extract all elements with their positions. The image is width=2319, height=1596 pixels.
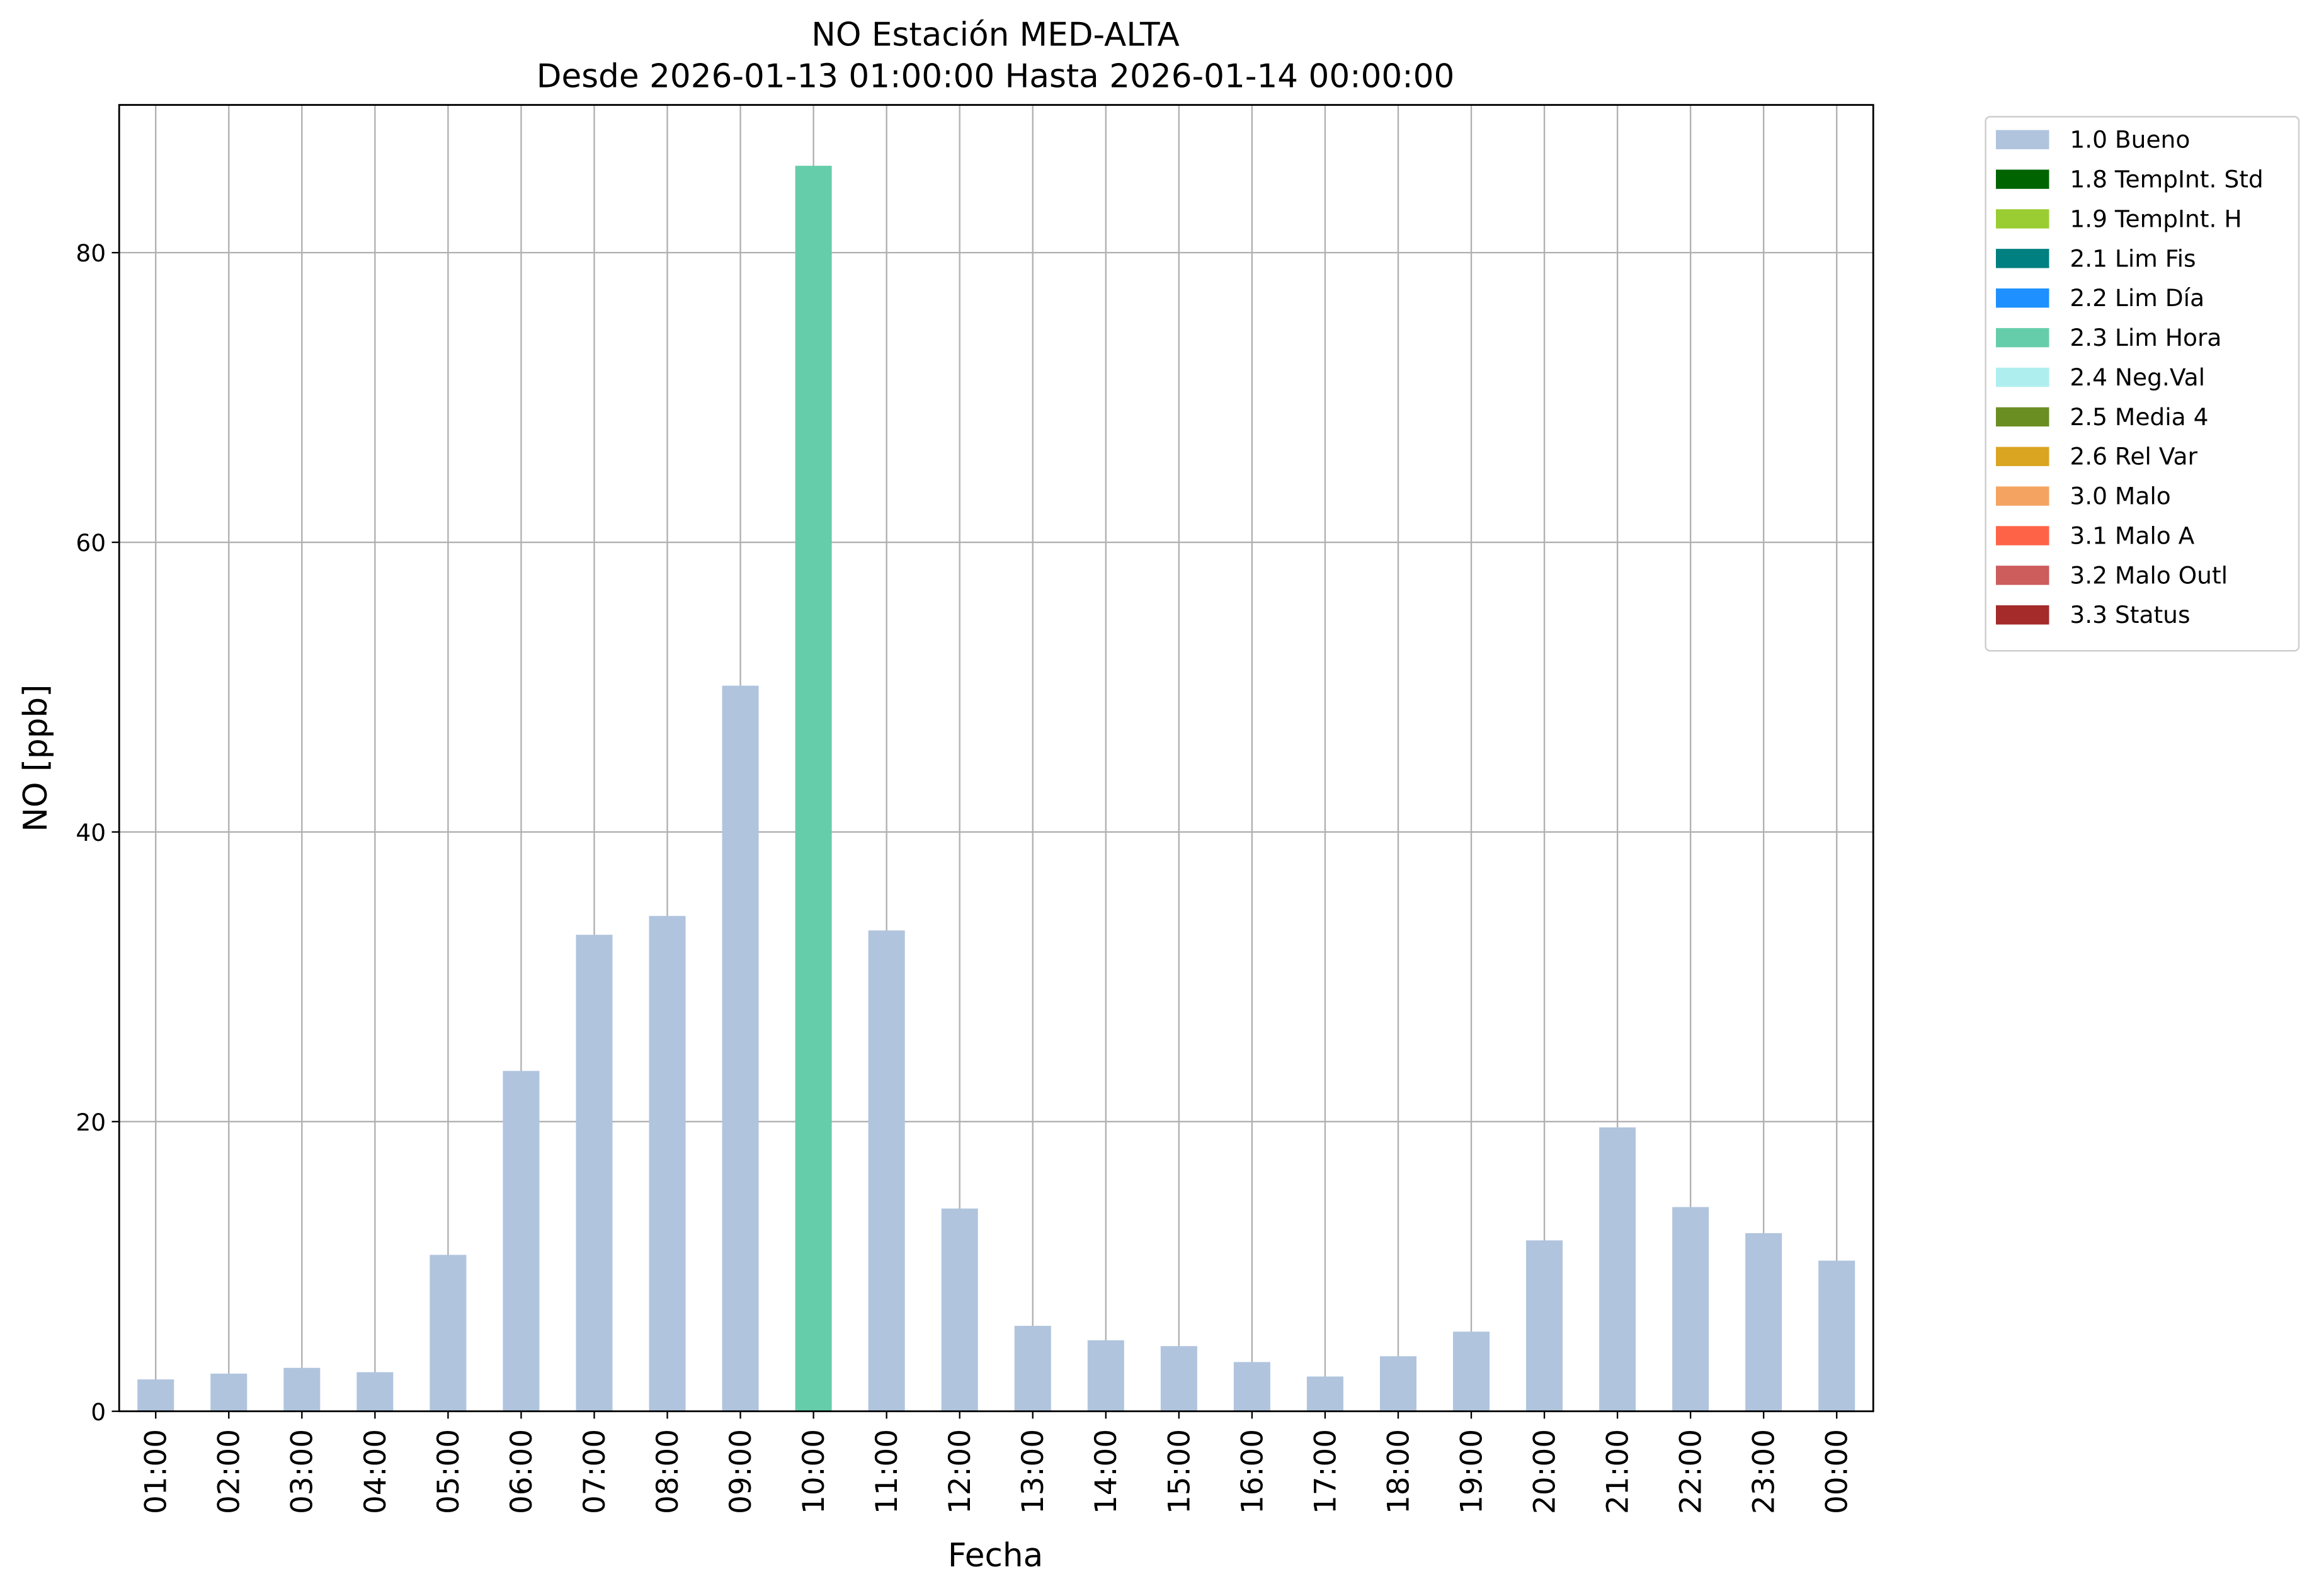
bar <box>503 1071 540 1411</box>
bar <box>1014 1326 1051 1411</box>
x-tick-label: 21:00 <box>1601 1429 1636 1514</box>
legend-label: 2.3 Lim Hora <box>2070 324 2221 351</box>
x-tick-label: 17:00 <box>1308 1429 1343 1514</box>
bar <box>868 930 905 1411</box>
x-tick-label: 01:00 <box>139 1429 174 1514</box>
x-tick-label: 04:00 <box>358 1429 393 1514</box>
legend-label: 2.2 Lim Día <box>2070 284 2204 312</box>
bar <box>356 1372 394 1411</box>
legend-label: 2.6 Rel Var <box>2070 443 2197 470</box>
y-tick-label: 20 <box>76 1109 106 1136</box>
legend-label: 3.1 Malo A <box>2070 522 2194 549</box>
x-tick-label: 20:00 <box>1527 1429 1562 1514</box>
x-tick-label: 05:00 <box>431 1429 466 1514</box>
x-tick-label: 19:00 <box>1454 1429 1489 1514</box>
x-tick-label: 08:00 <box>651 1429 685 1514</box>
x-tick-label: 22:00 <box>1674 1429 1709 1514</box>
x-tick-label: 07:00 <box>578 1429 612 1514</box>
bar <box>1453 1331 1490 1411</box>
legend-label: 1.8 TempInt. Std <box>2070 166 2263 193</box>
legend-swatch <box>1996 288 2049 308</box>
legend-swatch <box>1996 169 2049 189</box>
bar <box>1233 1362 1270 1411</box>
bar <box>137 1379 174 1411</box>
legend-label: 2.4 Neg.Val <box>2070 363 2205 391</box>
legend-label: 1.0 Bueno <box>2070 126 2190 154</box>
x-tick-label: 16:00 <box>1235 1429 1270 1514</box>
legend-swatch <box>1996 328 2049 348</box>
x-tick-label: 13:00 <box>1016 1429 1051 1514</box>
bar <box>1672 1207 1709 1411</box>
x-tick-label: 12:00 <box>943 1429 977 1514</box>
bar <box>795 166 832 1411</box>
chart-title: NO Estación MED-ALTA <box>811 16 1180 54</box>
bar <box>1160 1346 1197 1411</box>
x-tick-label: 00:00 <box>1820 1429 1855 1514</box>
x-tick-label: 09:00 <box>724 1429 758 1514</box>
bar <box>1306 1376 1343 1411</box>
legend-swatch <box>1996 209 2049 229</box>
legend-label: 1.9 TempInt. H <box>2070 205 2242 232</box>
y-tick-label: 60 <box>76 529 106 557</box>
legend-swatch <box>1996 605 2049 625</box>
legend-swatch <box>1996 486 2049 506</box>
bar <box>1818 1260 1855 1411</box>
legend-label: 3.0 Malo <box>2070 482 2170 510</box>
y-tick-label: 40 <box>76 819 106 846</box>
legend-label: 2.1 Lim Fis <box>2070 244 2196 272</box>
bar <box>430 1255 467 1411</box>
legend-swatch <box>1996 249 2049 268</box>
x-tick-label: 03:00 <box>285 1429 320 1514</box>
bar <box>1087 1340 1124 1411</box>
x-tick-label: 15:00 <box>1162 1429 1197 1514</box>
y-axis-label: NO [ppb] <box>17 685 55 832</box>
x-tick-label: 14:00 <box>1089 1429 1124 1514</box>
bar <box>1526 1240 1563 1411</box>
legend-swatch <box>1996 526 2049 545</box>
y-tick-label: 80 <box>76 239 106 267</box>
legend-swatch <box>1996 367 2049 387</box>
bar <box>576 935 613 1411</box>
x-tick-label: 02:00 <box>212 1429 247 1514</box>
legend-label: 3.3 Status <box>2070 601 2190 629</box>
x-tick-label: 23:00 <box>1747 1429 1782 1514</box>
chart-subtitle: Desde 2026-01-13 01:00:00 Hasta 2026-01-… <box>537 57 1455 95</box>
legend-swatch <box>1996 566 2049 585</box>
legend-swatch <box>1996 130 2049 149</box>
bar <box>649 916 686 1411</box>
bar <box>283 1367 321 1411</box>
plot-frame <box>118 104 1874 1413</box>
legend-box <box>1985 116 2300 652</box>
bar <box>722 685 759 1411</box>
bar <box>1379 1356 1416 1411</box>
y-tick-label: 0 <box>91 1398 106 1426</box>
x-axis-label: Fecha <box>948 1537 1043 1575</box>
legend-label: 3.2 Malo Outl <box>2070 561 2228 589</box>
bar <box>210 1373 248 1411</box>
x-tick-label: 11:00 <box>870 1429 904 1514</box>
legend-swatch <box>1996 407 2049 427</box>
x-tick-label: 06:00 <box>504 1429 539 1514</box>
bar <box>1599 1127 1636 1411</box>
x-tick-label: 18:00 <box>1381 1429 1416 1514</box>
legend-swatch <box>1996 447 2049 467</box>
x-tick-label: 10:00 <box>797 1429 831 1514</box>
bar <box>1745 1233 1782 1411</box>
legend-label: 2.5 Media 4 <box>2070 403 2208 431</box>
bar <box>941 1208 978 1411</box>
